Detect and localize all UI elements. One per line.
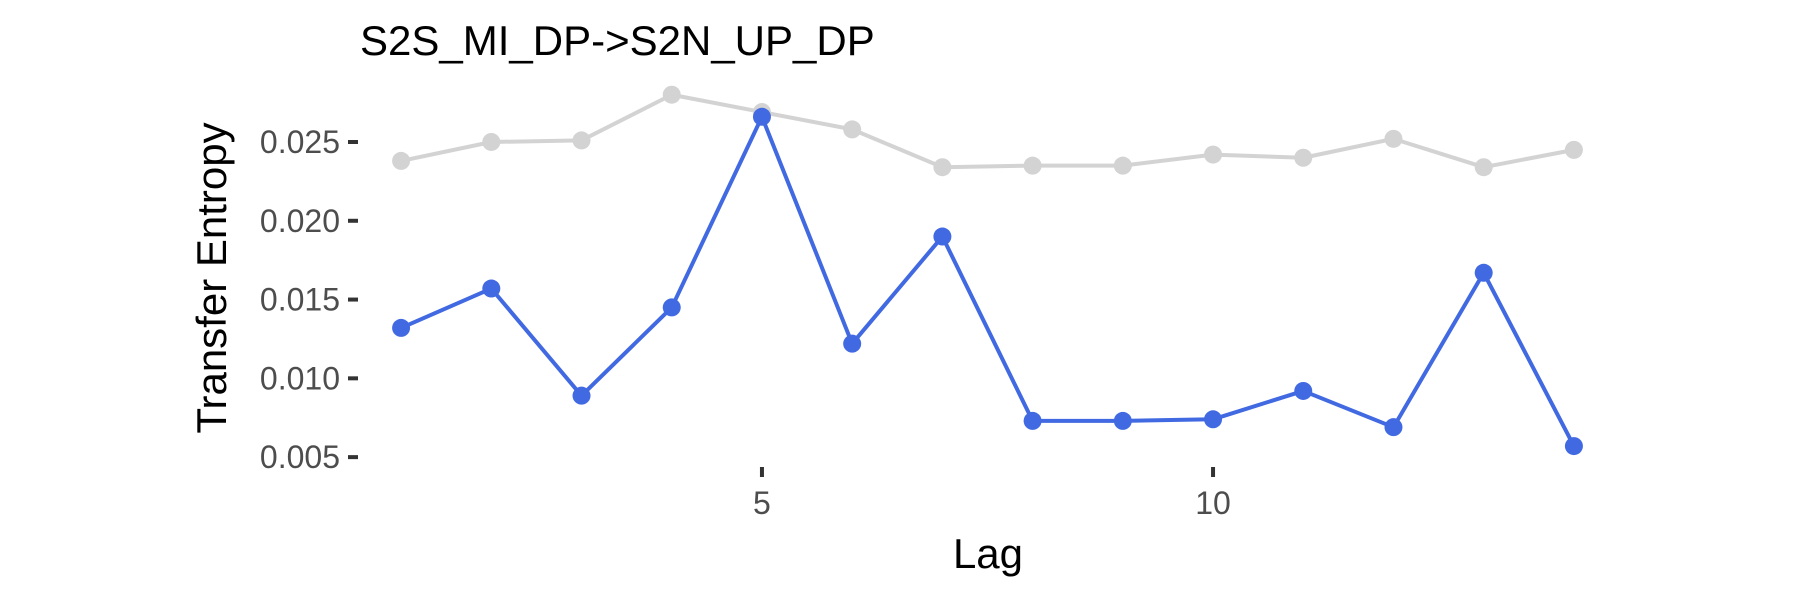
data-point: [1474, 263, 1493, 282]
series-layer: [392, 85, 1583, 456]
series-2: [392, 107, 1583, 456]
data-point: [1294, 381, 1313, 400]
data-point: [572, 131, 591, 150]
data-point: [662, 298, 681, 317]
data-point: [572, 386, 591, 405]
data-point: [933, 158, 952, 177]
data-point: [843, 334, 862, 353]
data-point: [392, 318, 411, 337]
x-tick-label: 5: [753, 485, 771, 521]
y-tick-label: 0.010: [260, 360, 340, 396]
x-tick-label: 10: [1195, 485, 1231, 521]
series-line: [400, 114, 1576, 448]
y-tick-label: 0.025: [260, 124, 340, 160]
series-line: [400, 92, 1575, 170]
data-point: [1204, 145, 1223, 164]
x-axis: 5 10: [753, 467, 1231, 521]
y-tick-label: 0.015: [260, 282, 340, 318]
y-axis: 0.005 0.010 0.015 0.020 0.025: [260, 124, 358, 475]
data-point: [1023, 411, 1042, 430]
x-axis-title: Lag: [953, 530, 1023, 577]
data-point: [752, 107, 771, 126]
data-point: [933, 227, 952, 246]
series-1: [392, 85, 1583, 177]
data-point: [1204, 410, 1223, 429]
y-axis-title: Transfer Entropy: [188, 122, 235, 433]
data-point: [482, 132, 501, 151]
y-tick-label: 0.020: [260, 203, 340, 239]
data-point: [1384, 129, 1403, 148]
data-point: [1023, 156, 1042, 175]
data-point: [1113, 156, 1132, 175]
data-point: [843, 120, 862, 139]
data-point: [1294, 148, 1313, 167]
y-tick-label: 0.005: [260, 439, 340, 475]
chart-title: S2S_MI_DP->S2N_UP_DP: [360, 17, 875, 64]
data-point: [1474, 158, 1493, 177]
data-point: [1384, 418, 1403, 437]
data-point: [1113, 411, 1132, 430]
data-point: [662, 85, 681, 104]
data-point: [1564, 437, 1583, 456]
data-point: [482, 279, 501, 298]
data-point: [1564, 140, 1583, 159]
data-point: [392, 151, 411, 170]
